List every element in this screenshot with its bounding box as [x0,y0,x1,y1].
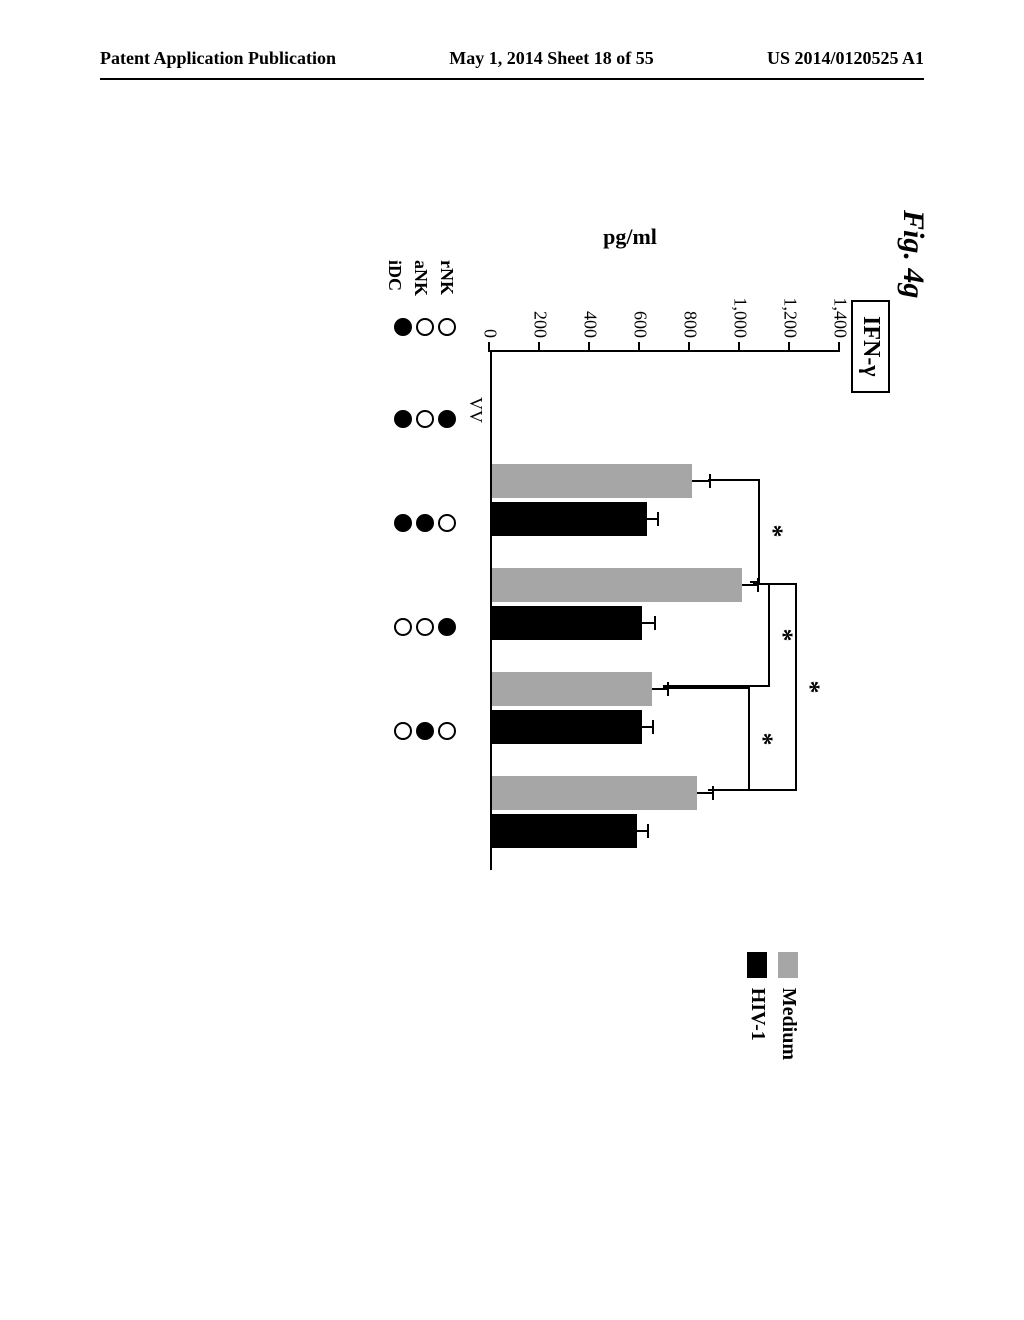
significance-bracket: * [796,583,798,791]
dot-filled-icon [394,410,412,428]
error-bar [697,792,712,794]
dot-empty-icon [438,722,456,740]
dot-filled-icon [438,410,456,428]
dot-empty-icon [416,618,434,636]
bar-hiv [492,502,647,536]
y-tick-label: 200 [530,311,551,338]
y-tick [488,342,490,352]
y-tick [738,342,740,352]
y-tick [638,342,640,352]
significance-bracket: * [758,479,760,583]
bar-medium [492,672,652,706]
bar-medium [492,568,742,602]
dot-column [390,722,460,740]
y-tick [588,342,590,352]
bar-hiv [492,814,637,848]
dot-empty-icon [416,410,434,428]
dot-empty-icon [394,722,412,740]
y-tick [788,342,790,352]
header-right: US 2014/0120525 A1 [767,48,924,69]
error-bar [637,830,647,832]
row-labels: rNK aNK iDC [382,260,460,296]
bracket-drop [753,583,796,585]
bar-medium [492,464,692,498]
page-header: Patent Application Publication May 1, 20… [0,48,1024,69]
bracket-drop [708,479,758,481]
bar-hiv [492,710,642,744]
error-cap [655,616,657,630]
legend-item-hiv: HIV-1 [746,952,769,1060]
error-bar [642,726,652,728]
row-label: rNK [434,260,460,296]
dot-empty-icon [438,318,456,336]
row-label: iDC [382,260,408,296]
bracket-drop [708,789,748,791]
dot-empty-icon [416,318,434,336]
plot-area: 02004006008001,0001,2001,400VV [490,350,840,870]
error-bar [647,518,657,520]
y-tick [838,342,840,352]
legend-item-medium: Medium [777,952,800,1060]
bar-hiv [492,606,642,640]
dot-column [390,410,460,428]
error-bar [642,622,655,624]
error-cap [710,474,712,488]
significance-star: * [796,681,826,694]
y-tick [538,342,540,352]
legend: Medium HIV-1 [738,952,800,1060]
bracket-drop [663,687,748,689]
chart-title: IFN-γ [851,300,890,393]
figure-label: Fig. 4g [896,210,930,298]
y-tick-label: 600 [630,311,651,338]
x-category-label: VV [465,397,486,423]
bar-medium [492,776,697,810]
dot-filled-icon [394,514,412,532]
chart: pg/ml 02004006008001,0001,2001,400VV rNK… [420,270,840,890]
y-tick-label: 0 [480,329,501,338]
figure-area: Fig. 4g IFN-γ pg/ml 02004006008001,0001,… [130,270,890,930]
dot-empty-icon [438,514,456,532]
legend-label: HIV-1 [746,988,769,1041]
dot-column [390,318,460,336]
y-tick-label: 1,400 [830,298,851,339]
dot-filled-icon [416,514,434,532]
error-cap [647,824,649,838]
y-tick-label: 1,000 [730,298,751,339]
dot-filled-icon [438,618,456,636]
header-left: Patent Application Publication [100,48,336,69]
header-rule [100,78,924,80]
significance-star: * [748,733,778,746]
y-tick-label: 400 [580,311,601,338]
swatch-hiv [748,952,768,978]
y-tick [688,342,690,352]
y-tick-label: 1,200 [780,298,801,339]
dot-column [390,514,460,532]
significance-bracket: * [768,583,770,687]
significance-star: * [768,629,798,642]
error-cap [652,720,654,734]
legend-label: Medium [777,988,800,1060]
error-cap [657,512,659,526]
dot-column [390,618,460,636]
significance-star: * [758,525,788,538]
y-tick-label: 800 [680,311,701,338]
swatch-medium [779,952,799,978]
row-label: aNK [408,260,434,296]
header-center: May 1, 2014 Sheet 18 of 55 [449,48,653,69]
dot-filled-icon [416,722,434,740]
error-bar [692,480,710,482]
dot-filled-icon [394,318,412,336]
significance-bracket: * [748,687,750,791]
y-axis-label: pg/ml [603,224,657,250]
dot-empty-icon [394,618,412,636]
